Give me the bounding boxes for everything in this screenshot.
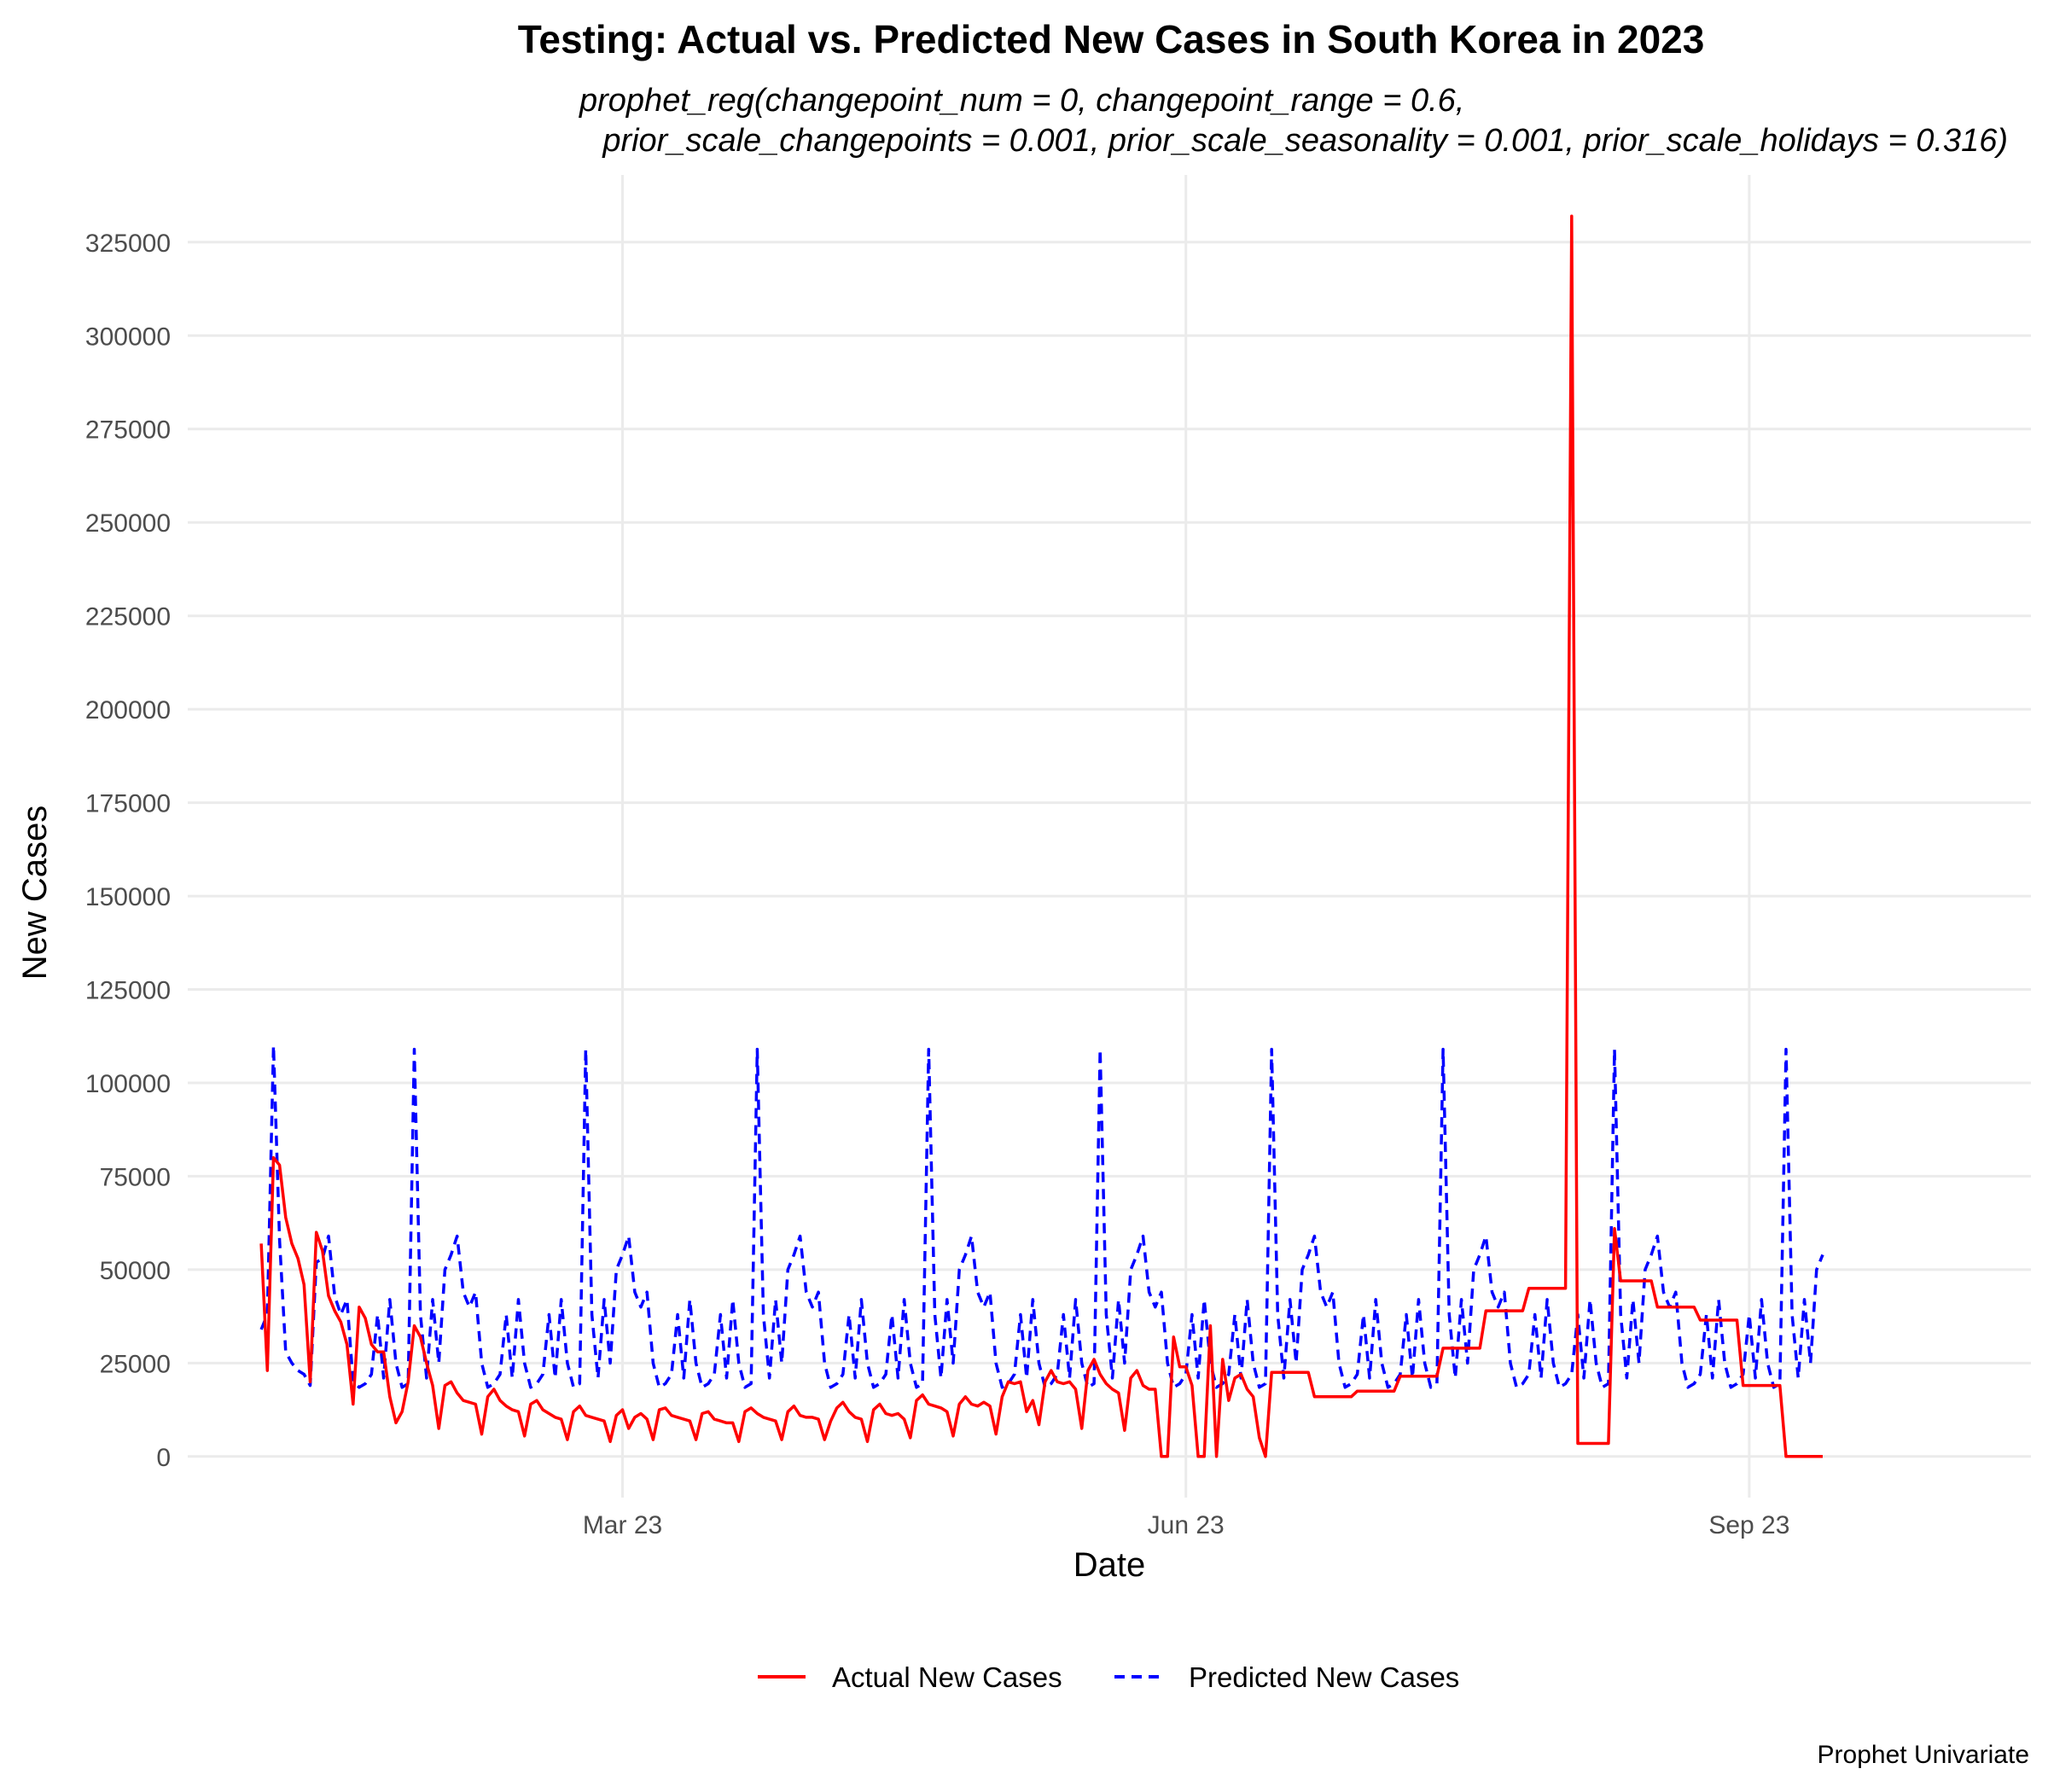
legend-label-predicted: Predicted New Cases [1189, 1661, 1459, 1693]
y-tick-label: 125000 [85, 977, 171, 1005]
series-layer [259, 214, 1824, 1458]
x-axis-title: Date [1073, 1546, 1146, 1584]
x-axis-ticks: Mar 23 Jun 23 Sep 23 [583, 1511, 1790, 1539]
x-tick-label: Sep 23 [1708, 1511, 1789, 1539]
y-tick-label: 25000 [100, 1350, 171, 1378]
y-tick-label: 150000 [85, 883, 171, 911]
y-tick-label: 225000 [85, 603, 171, 631]
series-line-predicted [259, 1044, 1824, 1389]
y-tick-label: 50000 [100, 1257, 171, 1285]
y-tick-label: 75000 [100, 1163, 171, 1191]
y-tick-label: 0 [156, 1444, 171, 1472]
y-tick-label: 275000 [85, 416, 171, 445]
chart-subtitle-line-1: prophet_reg(changepoint_num = 0, changep… [579, 83, 1464, 119]
x-tick-label: Jun 23 [1148, 1511, 1225, 1539]
series-line-actual [259, 214, 1823, 1458]
y-tick-label: 325000 [85, 230, 171, 258]
chart-subtitle-line-2: prior_scale_changepoints = 0.001, prior_… [602, 123, 2008, 159]
chart-caption: Prophet Univariate [1818, 1741, 2029, 1769]
y-tick-label: 200000 [85, 696, 171, 724]
y-axis-ticks: 0 25000 50000 75000 100000 125000 150000 175000… [85, 230, 171, 1472]
y-tick-label: 175000 [85, 790, 171, 818]
chart-title: Testing: Actual vs. Predicted New Cases … [518, 17, 1705, 61]
y-tick-label: 250000 [85, 509, 171, 538]
legend-label-actual: Actual New Cases [832, 1661, 1062, 1693]
grid [188, 175, 2031, 1498]
legend: Actual New Cases Predicted New Cases [758, 1661, 1459, 1693]
y-tick-label: 100000 [85, 1070, 171, 1098]
x-tick-label: Mar 23 [583, 1511, 662, 1539]
y-axis-title: New Cases [16, 806, 54, 980]
y-tick-label: 300000 [85, 323, 171, 351]
